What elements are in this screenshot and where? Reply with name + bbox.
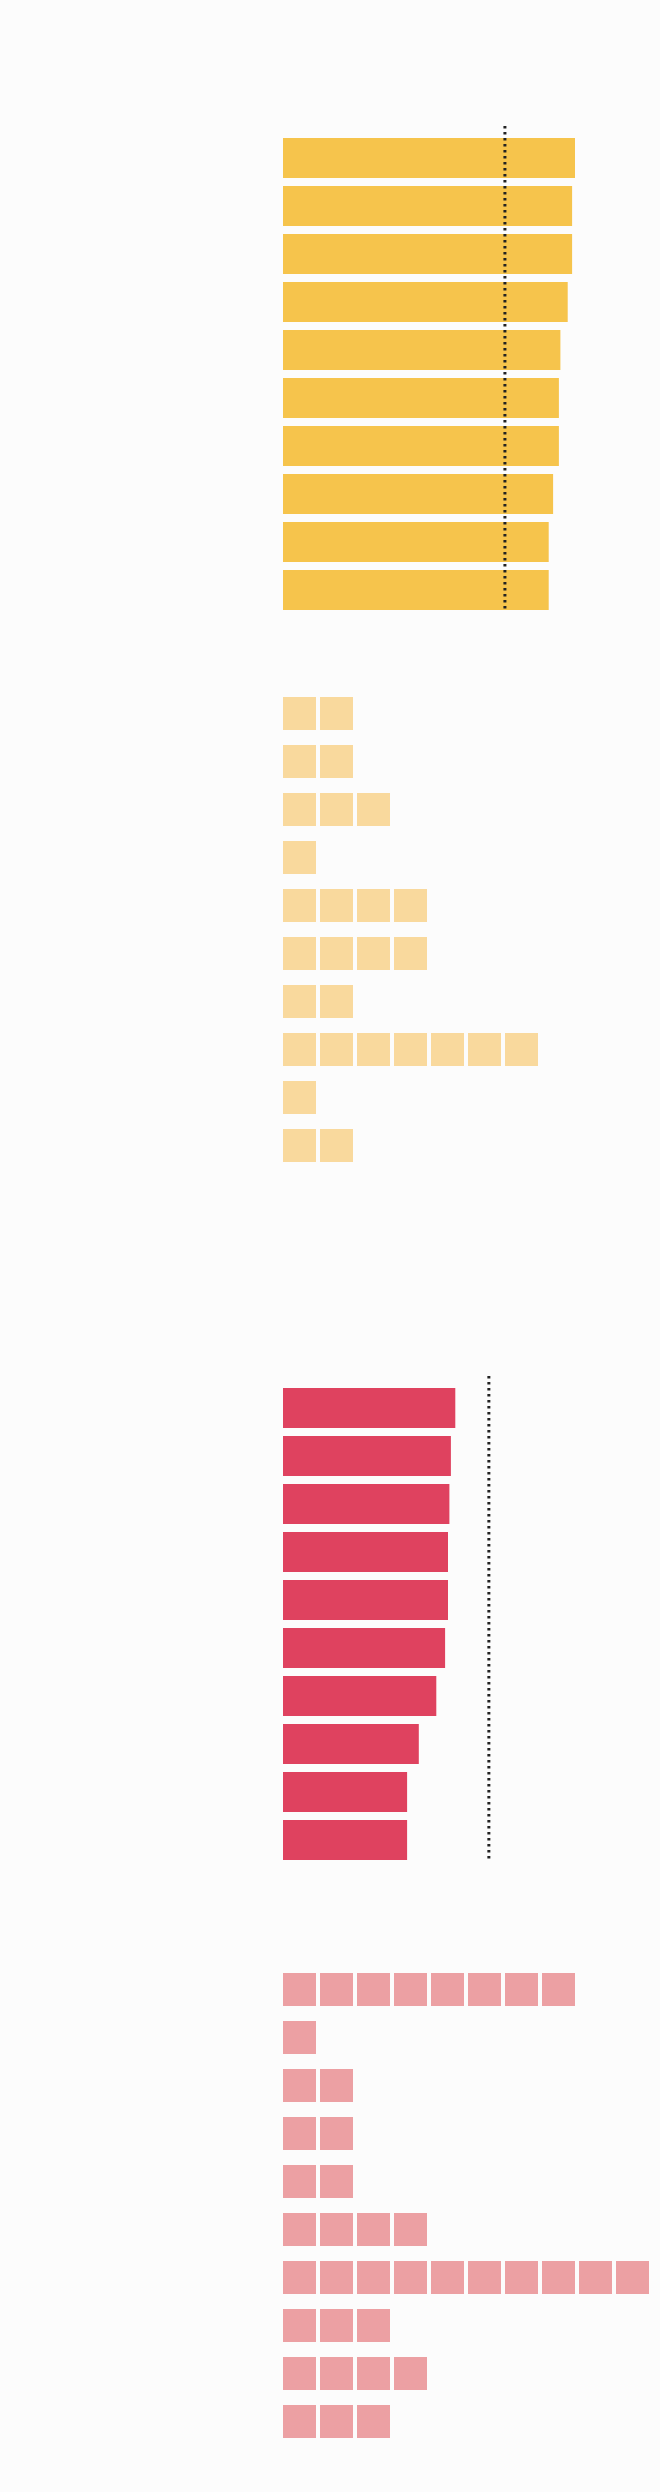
unit-square (357, 1033, 390, 1066)
bar-7 (283, 1676, 437, 1716)
unit-square (320, 2405, 353, 2438)
bar-5 (283, 1580, 448, 1620)
unit-square (283, 1081, 316, 1114)
unit-square (320, 937, 353, 970)
unit-square (468, 1973, 501, 2006)
unit-square (394, 2213, 427, 2246)
unit-square (505, 1033, 538, 1066)
unit-square (320, 2357, 353, 2390)
bar-6 (283, 1628, 446, 1668)
unit-square (320, 697, 353, 730)
unit-square (357, 2405, 390, 2438)
bar-6 (283, 378, 559, 418)
unit-square (616, 2261, 649, 2294)
unit-square (283, 2357, 316, 2390)
unit-square (357, 2213, 390, 2246)
unit-square (320, 2069, 353, 2102)
bar-5 (283, 330, 561, 370)
unit-square (283, 793, 316, 826)
unit-square (283, 1129, 316, 1162)
bar-10 (283, 570, 549, 610)
unit-square (320, 745, 353, 778)
unit-square (357, 2309, 390, 2342)
unit-square (394, 2357, 427, 2390)
unit-square (320, 793, 353, 826)
unit-square (505, 1973, 538, 2006)
unit-square (357, 1973, 390, 2006)
unit-square (283, 1973, 316, 2006)
bar-3 (283, 1484, 450, 1524)
unit-square (283, 2405, 316, 2438)
unit-square (283, 697, 316, 730)
red-unit-chart (283, 1973, 649, 2438)
unit-square (283, 985, 316, 1018)
unit-square (431, 1973, 464, 2006)
unit-square (320, 2165, 353, 2198)
unit-square (320, 985, 353, 1018)
unit-square (283, 2069, 316, 2102)
unit-square (283, 2117, 316, 2150)
unit-square (505, 2261, 538, 2294)
bar-2 (283, 1436, 451, 1476)
unit-square (320, 2309, 353, 2342)
unit-square (357, 937, 390, 970)
unit-square (283, 2309, 316, 2342)
unit-square (320, 1033, 353, 1066)
unit-square (283, 937, 316, 970)
unit-square (320, 1973, 353, 2006)
bar-9 (283, 522, 549, 562)
bar-4 (283, 282, 568, 322)
unit-square (357, 889, 390, 922)
unit-square (283, 2021, 316, 2054)
unit-square (283, 2165, 316, 2198)
bar-8 (283, 1724, 419, 1764)
bar-1 (283, 1388, 456, 1428)
gold-bar-chart (283, 126, 575, 612)
unit-square (468, 1033, 501, 1066)
unit-square (283, 1033, 316, 1066)
bar-2 (283, 186, 573, 226)
bar-3 (283, 234, 573, 274)
unit-square (357, 2357, 390, 2390)
bar-1 (283, 138, 575, 178)
bar-8 (283, 474, 554, 514)
unit-square (320, 889, 353, 922)
unit-square (283, 2261, 316, 2294)
unit-square (431, 1033, 464, 1066)
unit-square (357, 2261, 390, 2294)
bar-10 (283, 1820, 408, 1860)
unit-square (320, 1129, 353, 1162)
unit-square (394, 937, 427, 970)
bar-4 (283, 1532, 448, 1572)
unit-square (283, 889, 316, 922)
unit-square (283, 745, 316, 778)
unit-square (394, 1973, 427, 2006)
unit-square (431, 2261, 464, 2294)
unit-square (394, 889, 427, 922)
red-bar-chart (283, 1376, 491, 1862)
unit-square (394, 2261, 427, 2294)
unit-square (357, 793, 390, 826)
gold-unit-chart (283, 697, 538, 1162)
unit-square (320, 2117, 353, 2150)
bar-7 (283, 426, 559, 466)
bar-9 (283, 1772, 408, 1812)
unit-square (320, 2261, 353, 2294)
unit-square (283, 2213, 316, 2246)
unit-square (320, 2213, 353, 2246)
unit-square (468, 2261, 501, 2294)
unit-square (394, 1033, 427, 1066)
unit-square (542, 2261, 575, 2294)
unit-square (283, 841, 316, 874)
unit-square (542, 1973, 575, 2006)
unit-square (579, 2261, 612, 2294)
